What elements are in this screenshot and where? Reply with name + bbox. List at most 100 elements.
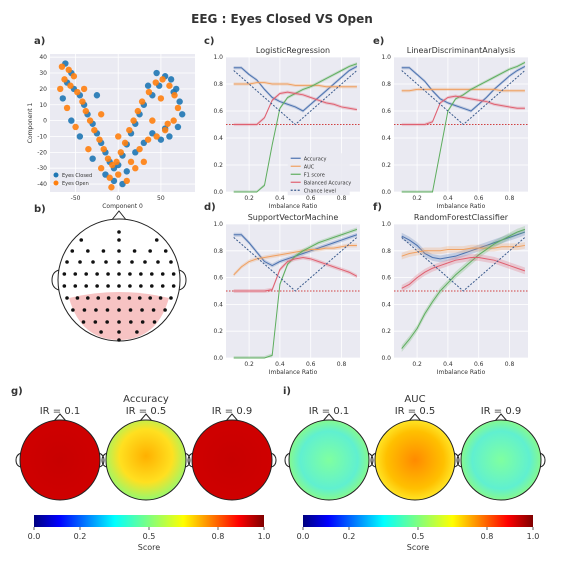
electrode-dot — [140, 308, 144, 312]
electrode-dot — [171, 284, 176, 288]
y-tick-label: 0.4 — [381, 135, 391, 142]
electrode-dot — [117, 230, 121, 234]
electrode-dot — [135, 330, 139, 334]
series-band — [401, 94, 525, 127]
electrode-dot — [154, 238, 159, 242]
electrode-dot — [152, 320, 157, 324]
electrode-dot — [163, 308, 167, 312]
electrode-dot — [117, 330, 121, 334]
series-band — [401, 242, 525, 260]
map-label: IR = 0.1 — [309, 406, 350, 417]
y-tick-label: 0.0 — [213, 189, 223, 196]
y-tick-label: 0.4 — [213, 301, 223, 308]
topomap-head — [191, 419, 273, 501]
x-tick-label: 50 — [157, 195, 165, 202]
electrode-dot — [117, 238, 121, 242]
scatter-point — [86, 117, 94, 124]
x-axis-label: Component 0 — [102, 203, 143, 210]
scatter-point — [97, 165, 105, 172]
electrode-dot — [75, 296, 80, 300]
scatter-point — [82, 107, 90, 115]
electrode-dot — [117, 308, 121, 312]
legend-marker — [53, 180, 59, 186]
panel-f-line-chart: 0.2 0.4 0.6 0.8 0.0 0.2 0.4 0.6 0.8 1.0 RandomFore… — [381, 213, 528, 376]
y-tick-label: 0.6 — [213, 275, 223, 282]
electrode-dot — [79, 238, 84, 242]
y-tick-label: 0.2 — [213, 162, 223, 169]
series-line — [233, 66, 358, 112]
map-label: IR = 0.9 — [481, 406, 522, 417]
scatter-point — [153, 133, 160, 140]
scatter-point — [106, 174, 113, 181]
electrode-dot — [81, 320, 86, 324]
y-tick-label: 1.0 — [213, 221, 223, 228]
chart-title: LogisticRegression — [256, 46, 330, 55]
y-tick-label: -20 — [37, 149, 47, 156]
topomap-right-ear — [270, 452, 277, 468]
legend-label: Eyes Closed — [62, 173, 92, 179]
panel-c-line-chart: 0.2 0.4 0.6 0.8 0.0 0.2 0.4 0.6 0.8 1.0 LogisticRe… — [213, 46, 360, 210]
electrode-dot — [95, 272, 99, 276]
series-balanced-accuracy — [233, 255, 358, 294]
x-tick-label: 0.4 — [443, 195, 453, 202]
panel-b-head-montage — [51, 210, 187, 342]
series-chance-level — [233, 70, 358, 126]
x-tick-label: 0.8 — [505, 361, 515, 368]
x-axis-label: Imbalance Ratio — [269, 203, 318, 210]
topomap-right-ear — [184, 452, 191, 468]
series-band — [401, 228, 525, 263]
electrode-dot — [117, 338, 121, 342]
topomap-left-ear — [284, 452, 291, 468]
electrode-dot — [96, 296, 101, 300]
scatter-point — [93, 92, 101, 99]
scatter-point — [123, 177, 130, 185]
colorbar-tick-label: 0.0 — [297, 532, 310, 541]
series-chance-level — [401, 70, 526, 126]
series-line — [401, 95, 525, 125]
scatter-point — [113, 158, 120, 166]
electrode-dot — [117, 320, 121, 324]
x-axis-label: Imbalance Ratio — [437, 369, 486, 376]
series-line — [233, 91, 358, 125]
y-tick-label: 1.0 — [213, 54, 223, 61]
legend-label: Balanced Accuracy — [304, 180, 352, 186]
scatter-point — [174, 104, 182, 112]
series-eyes-open — [57, 63, 182, 191]
series-line — [401, 61, 526, 193]
scatter-point — [152, 79, 159, 86]
electrode-dot — [78, 260, 82, 264]
scatter-point — [157, 95, 165, 102]
electrode-dot — [158, 296, 163, 300]
electrode-dot — [70, 249, 75, 253]
series-auc — [233, 243, 357, 277]
electrode-dot — [106, 272, 110, 276]
y-tick-label: 0.0 — [381, 189, 391, 196]
y-axis-label: Component 1 — [27, 103, 34, 144]
y-tick-label: 1.0 — [381, 221, 391, 228]
x-tick-label: 0 — [116, 195, 120, 202]
series-accuracy — [401, 64, 526, 113]
electrode-dot — [128, 308, 133, 312]
scatter-point — [132, 165, 139, 172]
x-tick-label: 0.6 — [306, 361, 316, 368]
topomap-head — [19, 419, 101, 501]
scatter-point — [89, 155, 96, 162]
series-f1-score — [401, 60, 526, 193]
group-title: Accuracy — [123, 394, 169, 405]
series-line — [401, 70, 526, 126]
scatter-point — [80, 85, 88, 93]
panel-letter: d) — [204, 202, 216, 213]
electrode-dot — [150, 284, 154, 288]
electrode-dot — [150, 272, 154, 276]
topomap-right-ear — [539, 452, 546, 468]
series-line — [233, 237, 358, 292]
series-auc — [401, 87, 525, 93]
colorbar-tick-label: 0.5 — [143, 532, 156, 541]
electrode-dot — [156, 260, 160, 264]
electrode-dot — [130, 260, 134, 264]
scatter-point — [166, 82, 173, 89]
scatter-point — [136, 145, 143, 153]
colorbar-label: Score — [138, 543, 160, 552]
map-label: IR = 0.5 — [395, 406, 436, 417]
